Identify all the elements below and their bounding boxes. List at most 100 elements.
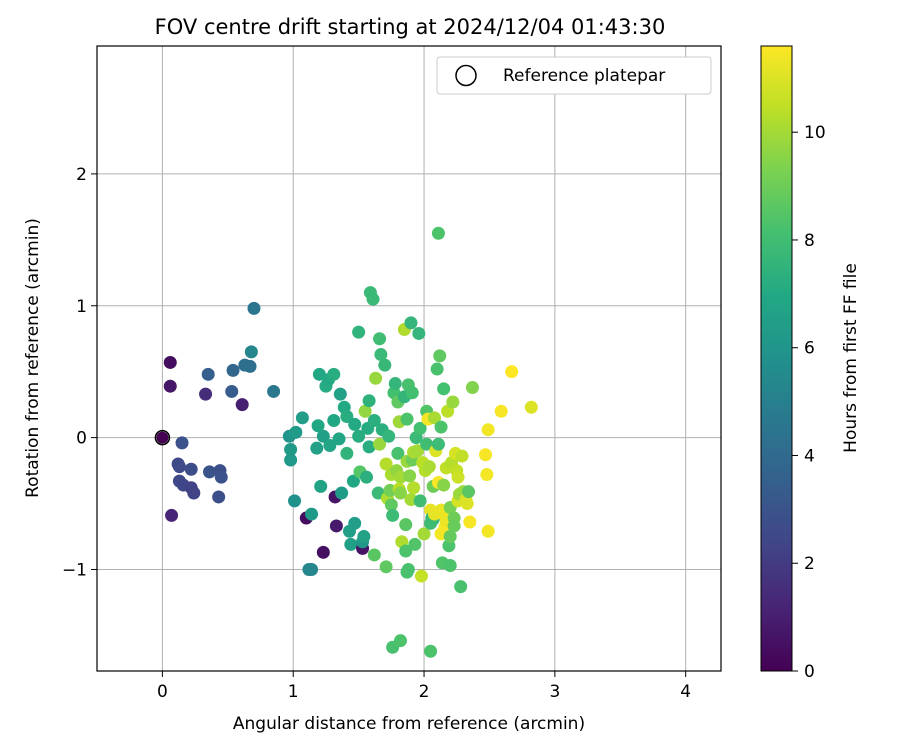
data-point	[305, 507, 319, 521]
x-tick-label: 4	[680, 682, 691, 702]
data-point	[247, 301, 261, 315]
data-point	[454, 580, 468, 594]
data-point	[479, 448, 493, 462]
data-point	[404, 316, 418, 330]
data-point	[367, 548, 381, 562]
data-point	[405, 386, 419, 400]
data-point	[163, 355, 177, 369]
data-point	[388, 377, 402, 391]
data-point	[163, 379, 177, 393]
reference-point-fill	[156, 431, 169, 444]
colorbar: 0 2 4 6 8 10 Hours from first FF file	[760, 45, 861, 682]
data-point	[393, 486, 407, 500]
legend-marker-icon	[455, 64, 477, 87]
data-point	[437, 478, 451, 492]
data-point	[373, 332, 387, 346]
data-point	[346, 474, 360, 488]
data-point	[480, 468, 494, 482]
data-point	[295, 411, 309, 425]
data-point	[401, 562, 415, 576]
data-point	[430, 362, 444, 376]
data-point	[359, 470, 373, 484]
y-tick-label: −1	[62, 560, 87, 580]
data-point	[212, 490, 226, 504]
data-point	[244, 345, 258, 359]
data-point	[184, 462, 198, 476]
reference-platepar-marker	[154, 429, 171, 446]
data-point	[378, 358, 392, 372]
legend: Reference platepar	[436, 56, 712, 95]
data-point	[417, 527, 431, 541]
colorbar-tick-label: 2	[804, 554, 815, 574]
data-point	[481, 524, 495, 538]
data-point	[172, 460, 186, 474]
data-point	[463, 515, 477, 529]
data-point	[243, 359, 257, 373]
data-point	[393, 634, 407, 648]
data-point	[408, 537, 422, 551]
data-point	[403, 469, 417, 483]
data-point	[386, 508, 400, 522]
plot-frame	[96, 45, 722, 672]
data-point	[235, 398, 249, 412]
data-point	[366, 292, 380, 306]
data-point	[352, 325, 366, 339]
colorbar-label: Hours from first FF file	[841, 263, 861, 453]
data-point	[505, 365, 519, 379]
data-point	[428, 411, 442, 425]
data-point	[199, 387, 213, 401]
data-point	[358, 404, 372, 418]
data-point	[494, 404, 508, 418]
data-point	[333, 387, 347, 401]
data-point	[422, 460, 436, 474]
data-point	[411, 444, 425, 458]
data-point	[434, 420, 448, 434]
data-point	[352, 429, 366, 443]
data-point	[431, 226, 445, 240]
data-point	[316, 545, 330, 559]
data-point	[412, 326, 426, 340]
data-point	[175, 436, 189, 450]
data-point	[524, 400, 538, 414]
data-point	[327, 413, 341, 427]
data-point	[316, 429, 330, 443]
colorbar-ticks: 0 2 4 6 8 10	[792, 123, 826, 682]
axis-ticks: 0 1 2 3 4 −1 0 1 2	[62, 165, 691, 702]
data-point	[332, 432, 346, 446]
data-point	[203, 465, 217, 479]
data-point	[284, 442, 298, 456]
data-point	[433, 349, 447, 363]
data-point	[413, 421, 427, 435]
data-point	[214, 470, 228, 484]
data-point	[379, 457, 393, 471]
data-point	[340, 410, 354, 424]
x-tick-label: 1	[288, 682, 299, 702]
data-point	[267, 384, 281, 398]
colorbar-tick-label: 6	[804, 339, 815, 359]
chart-title: FOV centre drift starting at 2024/12/04 …	[155, 15, 666, 39]
data-point	[311, 419, 325, 433]
data-point	[369, 371, 383, 385]
data-point	[357, 530, 371, 544]
data-point	[284, 453, 298, 467]
data-point	[323, 439, 337, 453]
colorbar-gradient	[760, 45, 793, 672]
data-point	[407, 481, 421, 495]
data-point	[362, 394, 376, 408]
data-point	[414, 569, 428, 583]
colorbar-tick-label: 0	[804, 662, 815, 682]
data-point	[382, 429, 396, 443]
colorbar-tick-label: 10	[804, 123, 826, 143]
data-point	[399, 518, 413, 532]
data-point	[327, 367, 341, 381]
data-point	[400, 412, 414, 426]
data-point	[391, 446, 405, 460]
y-tick-label: 2	[76, 165, 87, 185]
data-point	[226, 363, 240, 377]
data-point	[348, 417, 362, 431]
data-point	[348, 516, 362, 530]
data-point	[288, 494, 302, 508]
data-point	[201, 367, 215, 381]
data-point	[340, 446, 354, 460]
